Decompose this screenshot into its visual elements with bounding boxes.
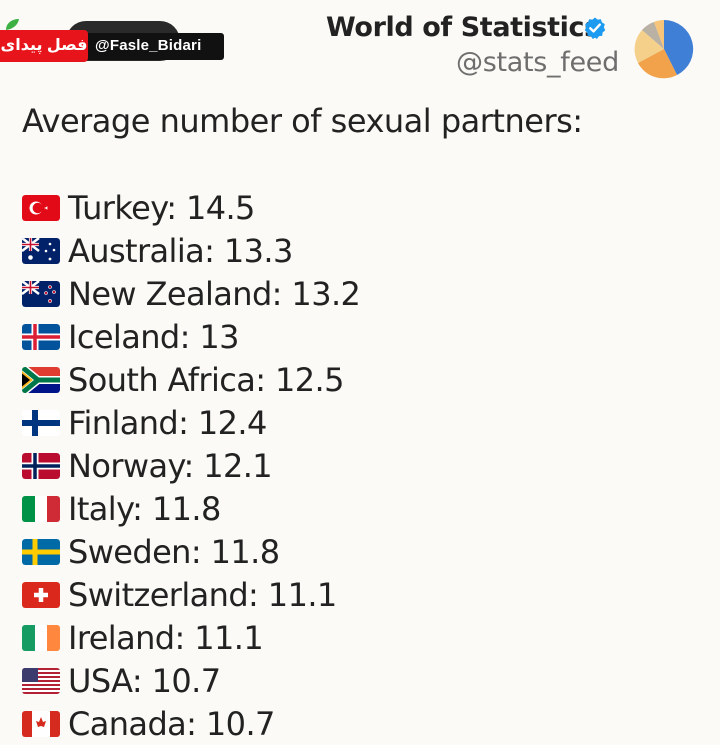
watermark-handle: @Fasle_Bidari: [95, 37, 202, 54]
norway-flag-icon: [22, 452, 60, 479]
account-display-name[interactable]: World of Statistics: [326, 12, 600, 43]
account-handle[interactable]: @stats_feed: [456, 47, 619, 78]
list-item-text: Ireland: 11.1: [68, 618, 264, 657]
list-item: Switzerland: 11.1: [22, 573, 360, 616]
country-list: Turkey: 14.5 Australia: 13.3: [22, 186, 361, 745]
south-africa-flag-icon: [22, 366, 60, 393]
list-item: Finland: 12.4: [22, 401, 360, 444]
post-heading: Average number of sexual partners:: [22, 102, 583, 140]
list-item: Turkey: 14.5: [22, 186, 360, 229]
list-item: Ireland: 11.1: [22, 616, 360, 659]
watermark-logo: فصل پیدای: [0, 19, 88, 62]
list-item-text: Finland: 12.4: [68, 403, 267, 442]
avatar[interactable]: [634, 19, 694, 79]
list-item: USA: 10.7: [22, 659, 360, 702]
list-item-text: Switzerland: 11.1: [68, 575, 337, 614]
sweden-flag-icon: [22, 538, 60, 565]
italy-flag-icon: [22, 495, 60, 522]
list-item: Norway: 12.1: [22, 444, 360, 487]
leaf-icon: [6, 19, 19, 30]
switzerland-flag-icon: [22, 581, 60, 608]
list-item: Italy: 11.8: [22, 487, 360, 530]
list-item-text: Turkey: 14.5: [68, 188, 255, 227]
list-item-text: Iceland: 13: [68, 317, 239, 356]
canada-flag-icon: [22, 710, 60, 737]
usa-flag-icon: [22, 667, 60, 694]
list-item: Iceland: 13: [22, 315, 360, 358]
turkey-flag-icon: [22, 194, 60, 221]
list-item-text: Norway: 12.1: [68, 446, 273, 485]
list-item: South Africa: 12.5: [22, 358, 360, 401]
verified-badge-icon: [584, 17, 606, 39]
finland-flag-icon: [22, 409, 60, 436]
list-item: Sweden: 11.8: [22, 530, 360, 573]
list-item-text: South Africa: 12.5: [68, 360, 344, 399]
iceland-flag-icon: [22, 323, 60, 350]
list-item-text: USA: 10.7: [68, 661, 221, 700]
list-item: New Zealand: 13.2: [22, 272, 361, 315]
list-item-text: Sweden: 11.8: [68, 532, 280, 571]
australia-flag-icon: [22, 237, 60, 264]
ireland-flag-icon: [22, 624, 60, 651]
new-zealand-flag-icon: [22, 280, 60, 307]
list-item: Canada: 10.7: [22, 702, 360, 745]
watermark-logo-text: فصل پیدای: [0, 37, 88, 54]
list-item: Australia: 13.3: [22, 229, 360, 272]
list-item-text: Canada: 10.7: [68, 704, 275, 743]
list-item-text: New Zealand: 13.2: [68, 274, 361, 313]
list-item-text: Italy: 11.8: [68, 489, 221, 528]
list-item-text: Australia: 13.3: [68, 231, 293, 270]
